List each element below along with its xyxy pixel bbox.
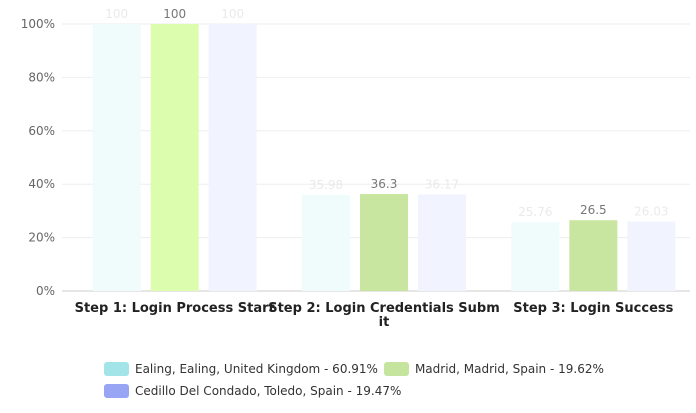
data-label: 35.98 — [309, 178, 343, 192]
data-label: 26.5 — [580, 203, 607, 217]
bar[interactable] — [92, 24, 141, 291]
legend-swatch — [104, 384, 129, 398]
data-label: 26.03 — [634, 204, 668, 218]
data-label: 100 — [221, 7, 244, 21]
legend-item[interactable]: Cedillo Del Condado, Toledo, Spain - 19.… — [104, 380, 401, 402]
y-tick-label: 100% — [21, 17, 55, 31]
data-label: 36.17 — [425, 177, 459, 191]
y-tick-label: 0% — [36, 284, 55, 298]
bar[interactable] — [627, 221, 676, 291]
x-tick-label: Step 1: Login Process Start — [75, 301, 275, 316]
bar[interactable] — [360, 194, 408, 291]
data-label: 100 — [105, 7, 128, 21]
x-tick-label: it — [379, 315, 390, 330]
bar[interactable] — [150, 24, 199, 291]
data-label: 25.76 — [518, 205, 552, 219]
x-tick-label: Step 3: Login Success — [513, 301, 673, 316]
y-tick-label: 40% — [28, 177, 55, 191]
data-label: 100 — [163, 7, 186, 21]
legend-item[interactable]: Madrid, Madrid, Spain - 19.62% — [383, 358, 604, 380]
legend-swatch — [104, 362, 129, 376]
bar[interactable] — [208, 24, 257, 291]
y-tick-label: 60% — [28, 124, 55, 138]
bar-chart: 0% 20% 40% 60% 80% 100% 100 100 100 Step 1: Login… — [21, 7, 690, 330]
x-tick-label: Step 2: Login Credentials Subm — [268, 301, 500, 316]
data-label: 36.3 — [371, 177, 398, 191]
legend-label: Ealing, Ealing, United Kingdom - 60.91% — [135, 362, 378, 376]
bar[interactable] — [418, 194, 466, 291]
y-tick-label: 80% — [28, 70, 55, 84]
y-tick-label: 20% — [28, 231, 55, 245]
bar[interactable] — [302, 194, 350, 291]
bar[interactable] — [511, 222, 560, 291]
legend: Ealing, Ealing, United Kingdom - 60.91% M… — [104, 358, 664, 402]
legend-label: Cedillo Del Condado, Toledo, Spain - 19.… — [135, 384, 402, 398]
bar[interactable] — [569, 220, 618, 291]
legend-label: Madrid, Madrid, Spain - 19.62% — [414, 362, 604, 376]
legend-swatch — [383, 362, 409, 376]
legend-item[interactable]: Ealing, Ealing, United Kingdom - 60.91% — [104, 358, 378, 380]
